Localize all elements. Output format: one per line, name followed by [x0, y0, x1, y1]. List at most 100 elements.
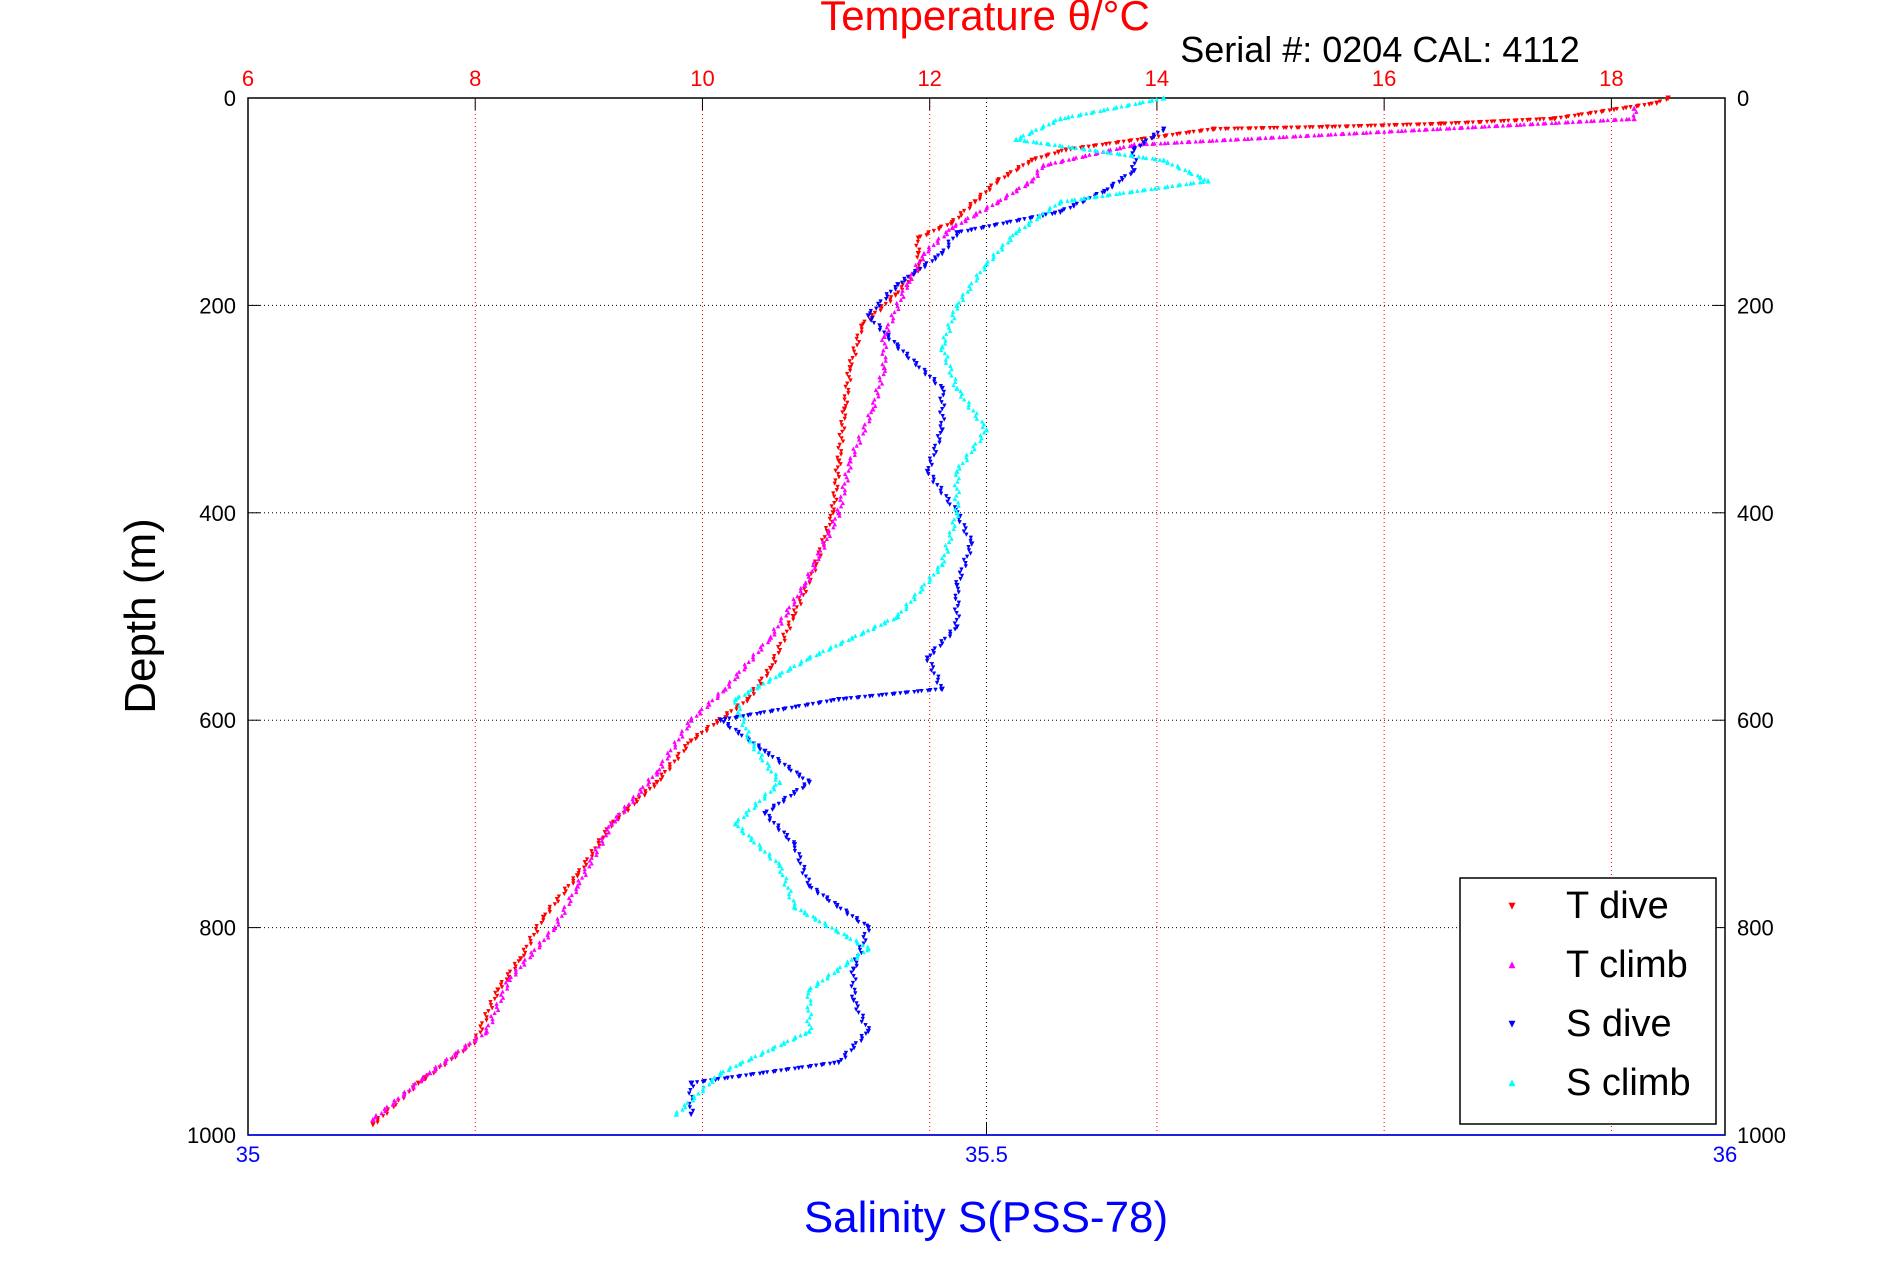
data-point-interp	[882, 341, 887, 346]
data-point-interp	[862, 319, 867, 325]
data-point-interp	[596, 838, 601, 843]
data-point-interp	[793, 611, 798, 616]
data-point-interp	[961, 529, 967, 534]
data-point-interp	[770, 1046, 776, 1052]
data-point-interp	[832, 501, 837, 506]
data-point-interp	[786, 837, 791, 843]
data-point-interp	[1271, 125, 1277, 131]
data-point-interp	[770, 755, 775, 760]
data-point-interp	[782, 638, 787, 644]
data-point-interp	[914, 243, 919, 249]
data-point-interp	[793, 906, 798, 911]
data-point-interp	[1033, 127, 1039, 132]
data-point-interp	[1092, 194, 1097, 200]
data-point-interp	[1160, 96, 1165, 101]
data-point-interp	[1506, 118, 1511, 124]
data-point-interp	[791, 617, 796, 622]
data-point-interp	[715, 721, 720, 726]
data-point-interp	[880, 351, 885, 356]
data-point-interp	[843, 413, 848, 418]
data-point-interp	[700, 1079, 706, 1085]
data-point-interp	[888, 295, 894, 300]
data-point-interp	[1093, 151, 1098, 157]
data-point-interp	[932, 646, 938, 651]
data-point-interp	[739, 733, 744, 739]
data-point-interp	[915, 689, 921, 695]
data-point-interp	[1210, 127, 1215, 132]
depth-tick-label-left: 800	[199, 916, 236, 941]
data-point-interp	[844, 474, 849, 480]
data-point	[954, 230, 960, 236]
data-point-interp	[1470, 120, 1476, 125]
data-point-interp	[807, 1022, 812, 1027]
data-point-interp	[720, 688, 726, 694]
data-point-interp	[1095, 148, 1100, 154]
data-point-interp	[686, 1091, 692, 1096]
data-point-interp	[582, 869, 587, 875]
data-point-interp	[852, 452, 858, 457]
data-point-interp	[384, 1104, 390, 1109]
data-point-interp	[546, 935, 551, 940]
data-point-interp	[748, 1072, 754, 1078]
data-point-interp	[1028, 218, 1034, 224]
data-point-interp	[1076, 113, 1081, 118]
data-point-interp	[953, 472, 959, 477]
data-point-interp	[959, 391, 965, 396]
data-point-interp	[1400, 122, 1406, 128]
data-point-interp	[865, 947, 870, 953]
data-point-interp	[955, 479, 960, 484]
data-point-interp	[990, 256, 996, 262]
x-axis-label: Salinity S(PSS-78)	[804, 1193, 1168, 1242]
data-point-interp	[685, 1100, 690, 1105]
data-point-interp	[562, 910, 568, 915]
data-point-interp	[696, 1091, 701, 1096]
data-point-interp	[1046, 142, 1052, 147]
data-point-interp	[870, 316, 875, 321]
data-point-interp	[942, 350, 948, 356]
data-point-interp	[788, 888, 794, 893]
data-point-interp	[1628, 105, 1633, 110]
data-point-interp	[1589, 118, 1594, 124]
data-point-interp	[483, 1030, 489, 1036]
data-point-interp	[981, 430, 987, 435]
data-point-interp	[888, 299, 893, 305]
data-point-interp	[1330, 124, 1335, 130]
data-point-interp	[1082, 147, 1087, 152]
data-point	[836, 1059, 842, 1066]
data-point-interp	[1037, 214, 1042, 220]
data-point-interp	[776, 828, 781, 833]
data-point-interp	[736, 731, 741, 737]
data-point-interp	[480, 1027, 485, 1032]
data-point-interp	[1121, 144, 1126, 149]
data-point-interp	[856, 1010, 861, 1015]
data-point-interp	[582, 860, 587, 865]
data-point-interp	[1022, 138, 1027, 143]
data-point-interp	[1100, 190, 1105, 196]
data-point-interp	[1060, 143, 1065, 149]
data-point-interp	[994, 181, 1000, 186]
data-point-interp	[854, 336, 859, 342]
data-point-interp	[965, 215, 970, 220]
data-point-interp	[1576, 113, 1581, 118]
data-point-interp	[957, 520, 962, 525]
data-point-interp	[707, 702, 712, 707]
data-point-interp	[746, 833, 752, 838]
data-point-interp	[947, 533, 952, 538]
data-point-interp	[1140, 99, 1146, 104]
data-point-interp	[890, 692, 895, 697]
data-point-interp	[980, 424, 985, 430]
data-point-interp	[967, 283, 972, 289]
data-point-interp	[676, 736, 682, 742]
data-point-interp	[1521, 122, 1527, 127]
data-point-interp	[1332, 124, 1338, 130]
data-point-interp	[1065, 198, 1070, 203]
data-point-interp	[849, 1048, 854, 1053]
data-point-interp	[1498, 119, 1504, 124]
data-point-interp	[732, 700, 738, 705]
data-point-interp	[1537, 117, 1543, 122]
data-point-interp	[547, 907, 552, 912]
data-point-interp	[859, 1038, 864, 1044]
depth-tick-label-left: 600	[199, 708, 236, 733]
data-point-interp	[1029, 130, 1035, 135]
data-point-interp	[499, 979, 504, 985]
